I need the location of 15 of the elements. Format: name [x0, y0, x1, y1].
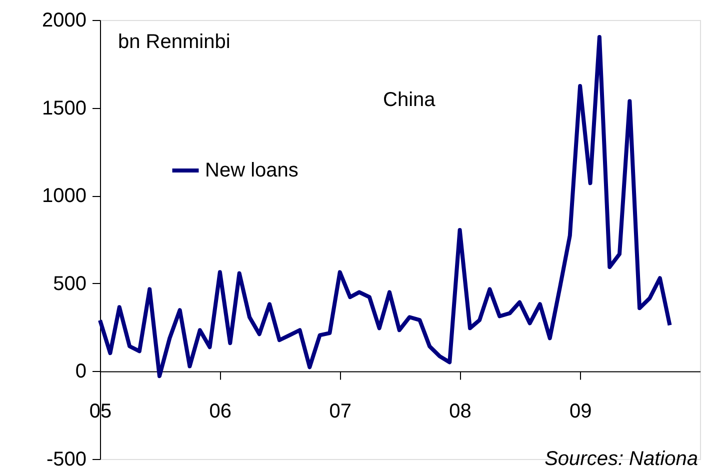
line-series — [98, 35, 672, 378]
x-tick-label: 07 — [329, 400, 352, 423]
annotation: Sources: Nationa — [544, 448, 698, 470]
x-tick-label: 09 — [569, 400, 592, 423]
x-tick-label: 06 — [209, 400, 232, 423]
y-tick-label: 500 — [53, 272, 86, 295]
y-axis-title: bn Renminbi — [118, 31, 230, 53]
legend-label: New loans — [205, 160, 298, 182]
x-tick-label: 08 — [449, 400, 472, 423]
y-tick-label: 2000 — [42, 10, 86, 32]
y-tick-label: 1000 — [42, 185, 86, 208]
y-tick-label: 1500 — [42, 97, 86, 120]
y-tick-label: 0 — [75, 360, 86, 383]
y-tick-label: -500 — [46, 448, 86, 470]
text: China — [383, 89, 436, 111]
